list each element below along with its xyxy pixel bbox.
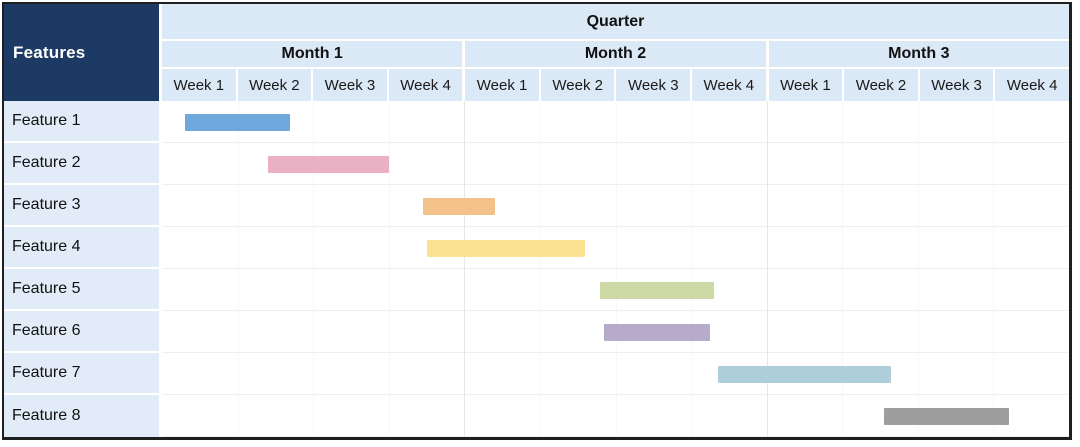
- table-body: Feature 1 Feature 2 Feature 3 Feature 4 Feat…: [4, 101, 1069, 437]
- feature-row-label: Feature 8: [4, 395, 159, 437]
- gantt-bar-feature-1: [184, 114, 291, 131]
- week-gridline: [539, 101, 541, 437]
- month-header-cell: Month 1: [162, 41, 466, 69]
- feature-row-label: Feature 6: [4, 311, 159, 353]
- gantt-timeline: [162, 101, 1069, 437]
- week-header-cell: Week 3: [919, 69, 996, 101]
- week-header-cell: Week 2: [237, 69, 314, 101]
- gantt-bar-feature-7: [717, 366, 892, 383]
- week-header-cell: Week 1: [768, 69, 845, 101]
- month-gridline: [464, 101, 466, 437]
- week-gridline: [691, 101, 693, 437]
- timeline-header: Quarter Month 1 Month 2 Month 3 Week 1 Week…: [162, 4, 1069, 101]
- feature-label-column: Feature 1 Feature 2 Feature 3 Feature 4 Feat…: [4, 101, 162, 437]
- week-header-cell: Week 3: [313, 69, 389, 101]
- feature-row-label: Feature 2: [4, 143, 159, 185]
- feature-row-label: Feature 4: [4, 227, 159, 269]
- week-gridline: [237, 101, 239, 437]
- week-gridline: [842, 101, 844, 437]
- feature-row-label: Feature 7: [4, 353, 159, 395]
- gantt-bar-feature-2: [267, 156, 389, 173]
- week-header-cell: Week 1: [465, 69, 541, 101]
- week-header-cell: Week 4: [388, 69, 466, 101]
- feature-row-label: Feature 1: [4, 101, 159, 143]
- features-header-label: Features: [13, 42, 86, 62]
- week-gridline: [615, 101, 617, 437]
- gantt-bar-feature-6: [604, 324, 710, 341]
- gantt-bar-feature-8: [883, 408, 1009, 425]
- week-header-cell: Week 4: [692, 69, 769, 101]
- week-header-cell: Week 2: [540, 69, 617, 101]
- week-header-cell: Week 3: [616, 69, 693, 101]
- gantt-bar-feature-5: [600, 282, 714, 299]
- feature-row-label: Feature 5: [4, 269, 159, 311]
- gantt-bar-feature-4: [426, 240, 586, 257]
- week-gridline: [917, 101, 919, 437]
- week-gridline: [993, 101, 995, 437]
- month-header-row: Month 1 Month 2 Month 3: [162, 41, 1069, 69]
- week-header-cell: Week 1: [162, 69, 238, 101]
- week-header-cell: Week 2: [844, 69, 920, 101]
- month-header-cell: Month 3: [768, 41, 1069, 69]
- gantt-table: Features Quarter Month 1 Month 2 Month 3 W…: [2, 2, 1072, 440]
- quarter-header-label: Quarter: [586, 12, 645, 30]
- gantt-bar-feature-3: [422, 198, 495, 215]
- feature-row-label: Feature 3: [4, 185, 159, 227]
- table-header: Features Quarter Month 1 Month 2 Month 3 W…: [4, 4, 1069, 101]
- week-gridline: [388, 101, 390, 437]
- month-header-cell: Month 2: [465, 41, 769, 69]
- week-header-row: Week 1 Week 2 Week 3 Week 4 Week 1 Week 2 Week…: [162, 69, 1069, 101]
- month-gridline: [766, 101, 768, 437]
- quarter-header-cell: Quarter: [162, 4, 1069, 41]
- features-header-cell: Features: [4, 4, 162, 101]
- week-gridline: [313, 101, 315, 437]
- week-header-cell: Week 4: [995, 69, 1069, 101]
